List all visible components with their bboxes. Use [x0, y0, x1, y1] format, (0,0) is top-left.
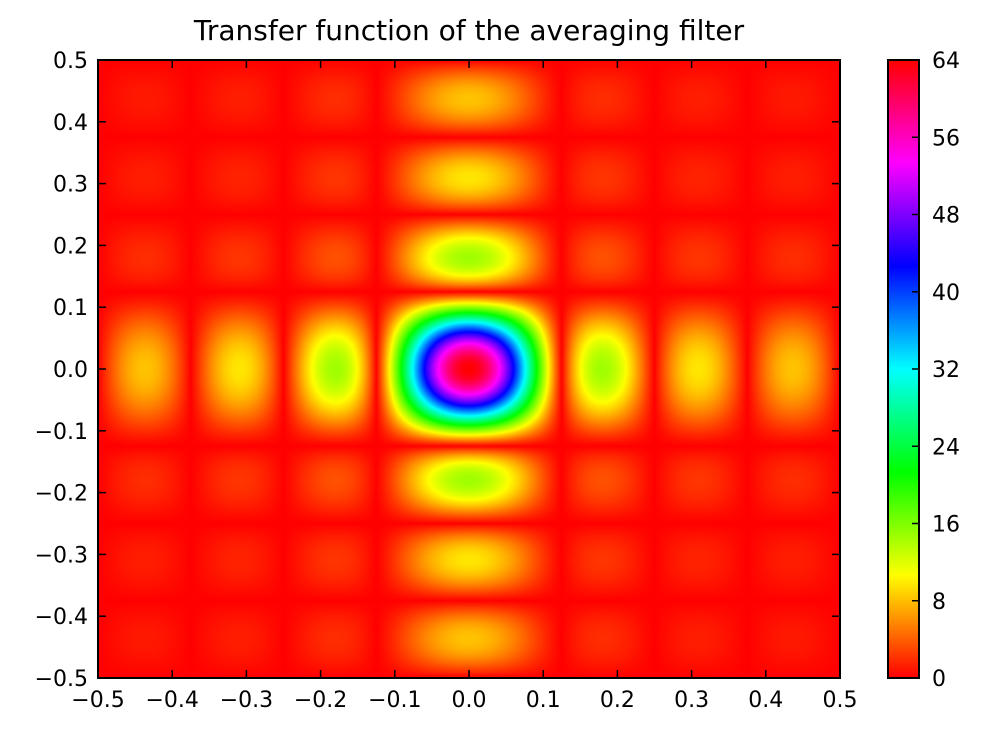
colorbar-tick-label: 40: [932, 281, 960, 306]
colorbar-tick-label: 32: [932, 358, 960, 383]
x-tick-label: −0.3: [220, 688, 273, 713]
colorbar-tick-label: 24: [932, 435, 960, 460]
axes-frame: [97, 59, 841, 679]
colorbar-tick-label: 48: [932, 204, 960, 229]
y-tick-label: 0.4: [53, 111, 88, 136]
colorbar-tick-label: 0: [932, 667, 946, 692]
colorbar: 0 8 16 24 32 40 48 56 64: [887, 49, 960, 692]
x-tick-label: −0.1: [368, 688, 421, 713]
plot-frame: [97, 59, 841, 679]
y-tick-label: 0.3: [53, 173, 88, 198]
x-tick-label: −0.4: [145, 688, 198, 713]
y-tick-label: −0.2: [35, 482, 88, 507]
y-tick-label: −0.3: [35, 543, 88, 568]
x-tick-label: 0.1: [526, 688, 561, 713]
colorbar-tick-label: 64: [932, 49, 960, 74]
y-tick-label: 0.2: [53, 234, 88, 259]
y-tick-label: −0.5: [35, 667, 88, 692]
colorbar-tick-label: 16: [932, 513, 960, 538]
x-tick-label: 0.3: [674, 688, 709, 713]
x-tick-label: 0.4: [748, 688, 783, 713]
x-tick-label: 0.2: [600, 688, 635, 713]
y-tick-label: 0.1: [53, 296, 88, 321]
heatmap-image: [98, 60, 840, 678]
colorbar-tick-label: 8: [932, 590, 946, 615]
x-tick-label: −0.5: [71, 688, 124, 713]
y-tick-label: 0.0: [53, 358, 88, 383]
y-tick-label: −0.1: [35, 420, 88, 445]
x-axis: −0.5 −0.4 −0.3 −0.2 −0.1 0.0 0.1 0.2 0.3 0.4 0.5: [71, 60, 858, 713]
colorbar-tick-label: 56: [932, 126, 960, 151]
y-tick-label: 0.5: [53, 49, 88, 74]
x-tick-label: 0.0: [452, 688, 487, 713]
x-tick-label: 0.5: [823, 688, 858, 713]
x-tick-label: −0.2: [294, 688, 347, 713]
y-axis: −0.5 −0.4 −0.3 −0.2 −0.1 0.0 0.1 0.2 0.3 0.4 0.5: [35, 49, 840, 692]
y-tick-label: −0.4: [35, 605, 88, 630]
chart-title: Transfer function of the averaging filte…: [193, 14, 745, 47]
